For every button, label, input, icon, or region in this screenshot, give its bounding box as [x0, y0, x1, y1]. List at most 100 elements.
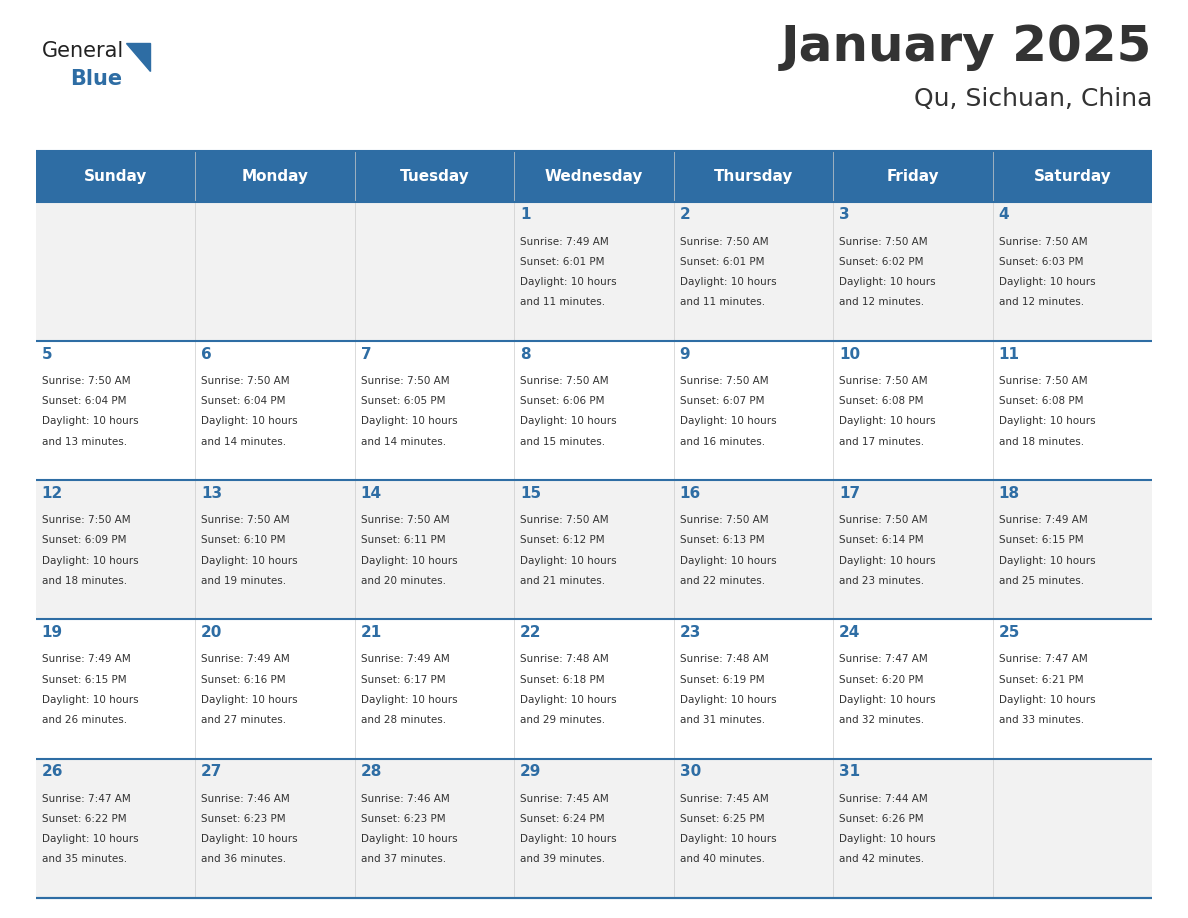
Text: 8: 8: [520, 347, 531, 362]
Bar: [993, 758, 1152, 898]
Bar: [833, 202, 993, 341]
Text: Sunset: 6:04 PM: Sunset: 6:04 PM: [42, 397, 126, 406]
Bar: [355, 758, 514, 898]
Text: and 11 minutes.: and 11 minutes.: [520, 297, 606, 308]
Text: Daylight: 10 hours: Daylight: 10 hours: [680, 695, 776, 705]
Text: Sunrise: 7:50 AM: Sunrise: 7:50 AM: [839, 376, 928, 386]
Text: and 15 minutes.: and 15 minutes.: [520, 437, 606, 446]
Text: 18: 18: [999, 486, 1019, 501]
Text: Monday: Monday: [241, 169, 309, 185]
Text: Sunset: 6:03 PM: Sunset: 6:03 PM: [999, 257, 1083, 267]
Text: Sunset: 6:09 PM: Sunset: 6:09 PM: [42, 535, 126, 545]
Bar: [833, 758, 993, 898]
Text: 21: 21: [361, 625, 381, 640]
Bar: [833, 480, 993, 620]
Text: 25: 25: [999, 625, 1020, 640]
Text: 30: 30: [680, 764, 701, 779]
Text: Daylight: 10 hours: Daylight: 10 hours: [42, 695, 138, 705]
Text: Sunset: 6:07 PM: Sunset: 6:07 PM: [680, 397, 764, 406]
Text: Blue: Blue: [70, 69, 122, 89]
Bar: [195, 480, 355, 620]
Text: Sunrise: 7:50 AM: Sunrise: 7:50 AM: [680, 376, 769, 386]
Text: 10: 10: [839, 347, 860, 362]
Text: Sunrise: 7:50 AM: Sunrise: 7:50 AM: [361, 376, 449, 386]
Text: Sunrise: 7:49 AM: Sunrise: 7:49 AM: [361, 655, 449, 665]
Text: Sunset: 6:15 PM: Sunset: 6:15 PM: [42, 675, 126, 685]
Bar: [514, 620, 674, 758]
Text: Daylight: 10 hours: Daylight: 10 hours: [999, 277, 1095, 287]
Bar: [355, 620, 514, 758]
Text: 1: 1: [520, 207, 531, 222]
Bar: [36, 620, 195, 758]
Text: Sunrise: 7:50 AM: Sunrise: 7:50 AM: [520, 376, 608, 386]
Text: Sunrise: 7:50 AM: Sunrise: 7:50 AM: [361, 515, 449, 525]
Bar: [36, 151, 195, 202]
Text: Sunrise: 7:48 AM: Sunrise: 7:48 AM: [520, 655, 609, 665]
Text: and 40 minutes.: and 40 minutes.: [680, 854, 765, 864]
Text: Sunrise: 7:49 AM: Sunrise: 7:49 AM: [520, 237, 609, 247]
Bar: [674, 758, 833, 898]
Text: Sunset: 6:11 PM: Sunset: 6:11 PM: [361, 535, 446, 545]
Text: Sunset: 6:15 PM: Sunset: 6:15 PM: [999, 535, 1083, 545]
Text: Daylight: 10 hours: Daylight: 10 hours: [520, 555, 617, 565]
Text: Daylight: 10 hours: Daylight: 10 hours: [999, 555, 1095, 565]
Text: Daylight: 10 hours: Daylight: 10 hours: [201, 417, 298, 426]
Text: and 32 minutes.: and 32 minutes.: [839, 715, 924, 725]
Text: Sunset: 6:18 PM: Sunset: 6:18 PM: [520, 675, 605, 685]
Text: and 11 minutes.: and 11 minutes.: [680, 297, 765, 308]
Text: Daylight: 10 hours: Daylight: 10 hours: [680, 555, 776, 565]
Bar: [514, 758, 674, 898]
Bar: [355, 341, 514, 480]
Text: Sunrise: 7:50 AM: Sunrise: 7:50 AM: [680, 237, 769, 247]
Text: Sunset: 6:17 PM: Sunset: 6:17 PM: [361, 675, 446, 685]
Text: Sunrise: 7:46 AM: Sunrise: 7:46 AM: [201, 793, 290, 803]
Text: Daylight: 10 hours: Daylight: 10 hours: [361, 417, 457, 426]
Text: and 14 minutes.: and 14 minutes.: [201, 437, 286, 446]
Text: Daylight: 10 hours: Daylight: 10 hours: [42, 555, 138, 565]
Text: and 42 minutes.: and 42 minutes.: [839, 854, 924, 864]
Text: Sunset: 6:01 PM: Sunset: 6:01 PM: [680, 257, 764, 267]
Text: 24: 24: [839, 625, 860, 640]
Bar: [993, 151, 1152, 202]
Bar: [195, 151, 355, 202]
Text: 15: 15: [520, 486, 542, 501]
Bar: [993, 480, 1152, 620]
Text: Sunrise: 7:44 AM: Sunrise: 7:44 AM: [839, 793, 928, 803]
Text: Thursday: Thursday: [714, 169, 794, 185]
Text: 3: 3: [839, 207, 849, 222]
Text: Sunrise: 7:50 AM: Sunrise: 7:50 AM: [839, 237, 928, 247]
Text: Sunset: 6:04 PM: Sunset: 6:04 PM: [201, 397, 285, 406]
Text: Sunrise: 7:50 AM: Sunrise: 7:50 AM: [999, 237, 1087, 247]
Text: 12: 12: [42, 486, 63, 501]
Text: and 18 minutes.: and 18 minutes.: [999, 437, 1083, 446]
Text: Daylight: 10 hours: Daylight: 10 hours: [520, 417, 617, 426]
Text: Qu, Sichuan, China: Qu, Sichuan, China: [914, 87, 1152, 111]
Text: Sunrise: 7:50 AM: Sunrise: 7:50 AM: [839, 515, 928, 525]
Text: 26: 26: [42, 764, 63, 779]
Text: and 12 minutes.: and 12 minutes.: [999, 297, 1083, 308]
Text: Sunset: 6:05 PM: Sunset: 6:05 PM: [361, 397, 446, 406]
Text: 31: 31: [839, 764, 860, 779]
Text: Daylight: 10 hours: Daylight: 10 hours: [839, 555, 936, 565]
Text: Daylight: 10 hours: Daylight: 10 hours: [42, 834, 138, 844]
Text: Sunset: 6:02 PM: Sunset: 6:02 PM: [839, 257, 924, 267]
Text: 9: 9: [680, 347, 690, 362]
Text: Sunset: 6:01 PM: Sunset: 6:01 PM: [520, 257, 605, 267]
Text: Sunset: 6:24 PM: Sunset: 6:24 PM: [520, 813, 605, 823]
Text: Sunrise: 7:49 AM: Sunrise: 7:49 AM: [42, 655, 131, 665]
Text: 20: 20: [201, 625, 222, 640]
Bar: [195, 758, 355, 898]
Bar: [36, 341, 195, 480]
Text: Sunrise: 7:47 AM: Sunrise: 7:47 AM: [999, 655, 1087, 665]
Text: and 36 minutes.: and 36 minutes.: [201, 854, 286, 864]
Text: General: General: [42, 41, 124, 62]
Text: Sunset: 6:08 PM: Sunset: 6:08 PM: [839, 397, 924, 406]
Bar: [514, 151, 674, 202]
Text: Sunrise: 7:45 AM: Sunrise: 7:45 AM: [520, 793, 609, 803]
Text: 14: 14: [361, 486, 381, 501]
Text: 2: 2: [680, 207, 690, 222]
Bar: [514, 480, 674, 620]
Text: Daylight: 10 hours: Daylight: 10 hours: [839, 277, 936, 287]
Bar: [36, 480, 195, 620]
Bar: [674, 151, 833, 202]
